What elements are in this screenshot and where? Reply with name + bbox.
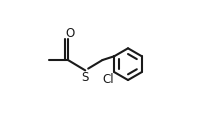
Text: O: O [66, 27, 75, 40]
Text: Cl: Cl [102, 72, 114, 86]
Text: S: S [82, 71, 89, 84]
